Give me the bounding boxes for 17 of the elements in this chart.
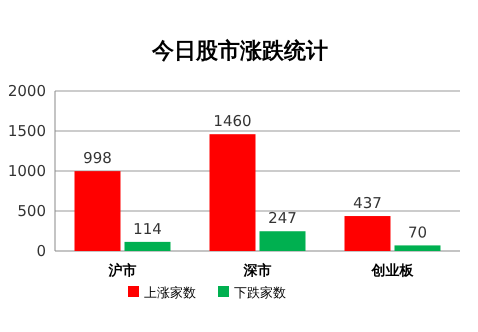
legend: 下跌家数 (234, 286, 286, 301)
category: 沪市 (108, 263, 136, 279)
data-label: 998 (83, 149, 112, 168)
legend: 上涨家数 (144, 286, 196, 301)
category: 创业板 (372, 263, 414, 279)
data-label: 70 (408, 223, 428, 242)
data-label: 114 (133, 220, 162, 238)
ytick: 2000 (8, 82, 46, 100)
ytick: 500 (17, 202, 46, 220)
ytick: 1000 (8, 162, 46, 180)
data-label: 247 (268, 209, 297, 228)
ytick: 1500 (8, 122, 46, 140)
category: 深市 (244, 263, 272, 279)
data-label: 437 (353, 194, 382, 212)
ytick: 0 (36, 242, 46, 260)
data-label: 1460 (213, 112, 252, 130)
title: 今日股市涨跌统计 (152, 38, 328, 64)
